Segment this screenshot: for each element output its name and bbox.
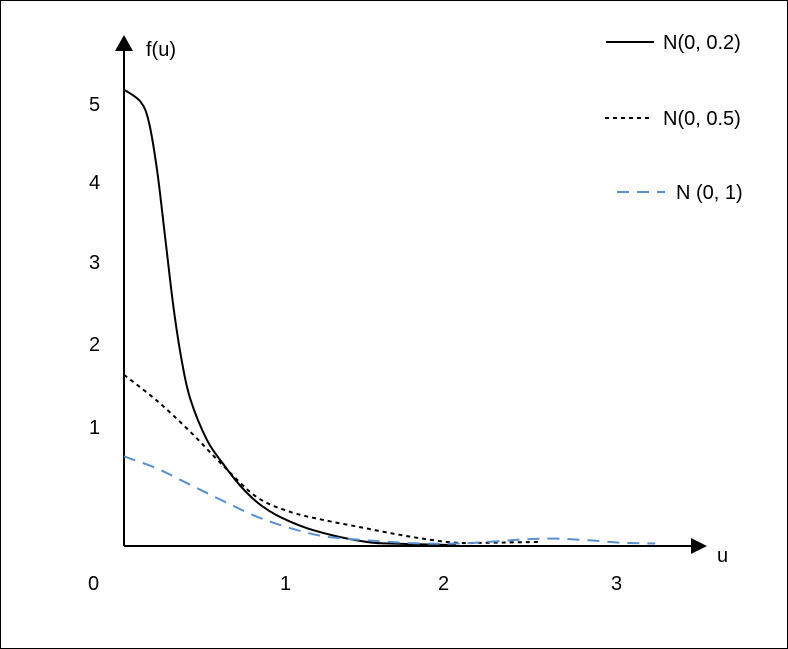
x-axis-label: u — [717, 545, 728, 567]
y-tick-label: 4 — [89, 172, 100, 194]
x-axis-arrow-icon — [691, 538, 707, 554]
x-tick-label: 3 — [611, 573, 622, 595]
y-axis-arrow-icon — [115, 35, 133, 51]
y-tick-label: 3 — [89, 252, 100, 274]
y-tick-label: 2 — [89, 334, 100, 356]
x-tick-label: 0 — [88, 573, 99, 595]
y-tick-label: 1 — [89, 417, 100, 439]
series-layer — [123, 88, 656, 547]
x-tick-label: 1 — [280, 573, 291, 595]
legend-label: N(0, 0.2) — [663, 32, 741, 54]
series-line-1 — [123, 88, 457, 547]
series-line-3 — [123, 455, 656, 545]
series-line-2 — [123, 374, 540, 545]
y-axis-label: f(u) — [146, 39, 176, 61]
legend-label: N (0, 1) — [676, 182, 743, 204]
y-tick-label: 5 — [89, 94, 100, 116]
legend-label: N(0, 0.5) — [663, 108, 741, 130]
x-tick-label: 2 — [438, 573, 449, 595]
legend: N(0, 0.2) N(0, 0.5) N (0, 1) — [605, 32, 743, 204]
